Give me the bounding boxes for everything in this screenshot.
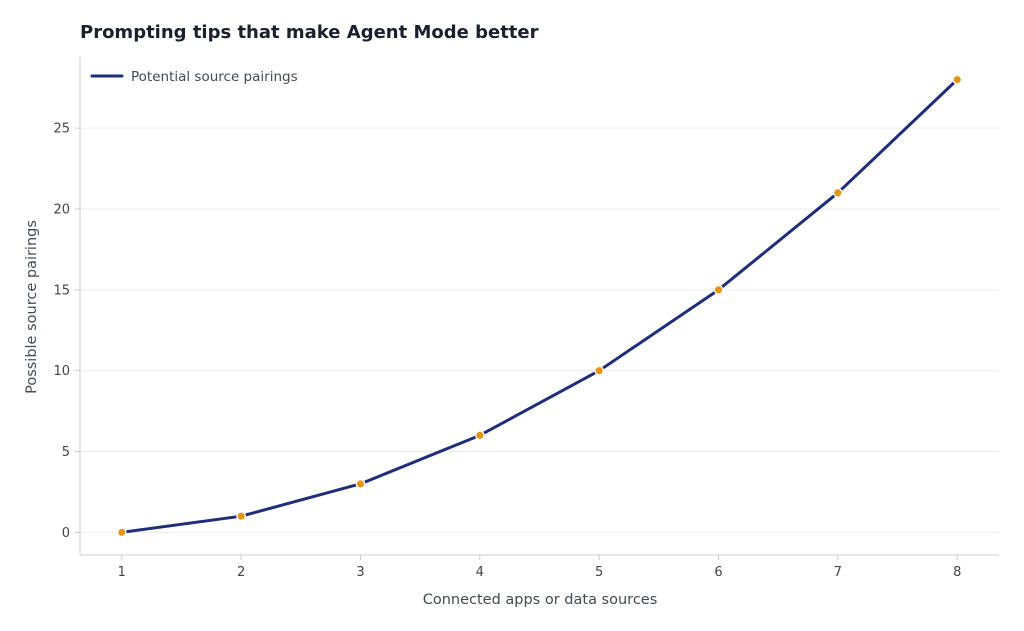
series-line [120,78,959,534]
y-axis-title: Possible source pairings [24,220,40,394]
y-tick-label: 10 [53,364,70,379]
data-point [833,187,843,198]
x-tick-label: 4 [476,565,484,580]
axes [75,57,999,560]
x-tick-label: 1 [118,565,126,580]
series-layer [120,78,959,534]
x-tick-label: 2 [237,565,245,580]
legend-label: Potential source pairings [131,69,298,85]
legend: Potential source pairings [90,69,298,85]
data-point [713,284,724,295]
y-tick-label: 25 [53,122,70,137]
x-tick-label: 6 [714,565,722,580]
data-point [355,479,366,489]
data-point [594,365,605,376]
data-point [236,511,246,522]
x-tick-label: 8 [953,565,961,580]
data-point [952,74,963,85]
data-points [116,74,963,538]
x-tick-label: 7 [834,565,842,580]
data-point [474,430,485,441]
y-tick-label: 0 [62,526,70,541]
x-tick-label: 5 [595,565,603,580]
y-tick-label: 5 [62,445,70,460]
chart-title: Prompting tips that make Agent Mode bett… [80,22,539,43]
y-tick-label: 20 [53,202,70,217]
tick-labels: 0 5 10 15 20 25 1 2 3 4 5 6 7 8 [53,122,961,580]
grid-lines [80,127,999,533]
x-tick-label: 3 [356,565,364,580]
x-axis-title: Connected apps or data sources [423,592,658,608]
y-tick-label: 15 [53,283,70,298]
data-point [116,527,127,538]
